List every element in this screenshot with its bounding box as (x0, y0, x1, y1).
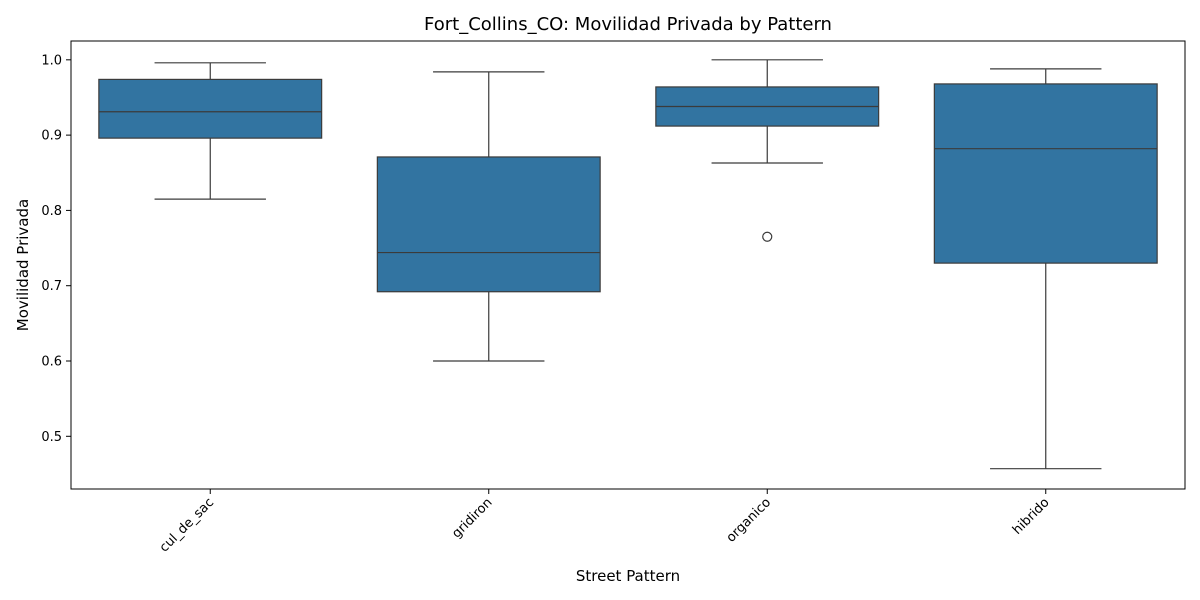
iqr-box (376, 156, 601, 293)
x-tick-label: gridiron (449, 495, 495, 541)
box-cul_de_sac (98, 62, 323, 200)
y-axis: 0.5 0.6 0.7 0.8 0.9 1.0 (41, 53, 71, 445)
iqr-box (933, 83, 1158, 264)
y-tick-label: 0.5 (41, 430, 62, 445)
x-tick-label: cul_de_sac (157, 495, 217, 555)
iqr-box (98, 78, 323, 139)
y-tick-label: 0.8 (41, 204, 62, 219)
y-tick-label: 0.9 (41, 129, 62, 144)
outlier-point (762, 231, 773, 242)
plot-frame (70, 40, 1186, 490)
y-tick-label: 1.0 (41, 53, 62, 68)
x-tick-label: organico (724, 495, 774, 545)
box-gridiron (376, 71, 601, 362)
plot-area (98, 59, 1158, 470)
y-axis-label: Movilidad Privada (14, 199, 32, 331)
box-hibrido (933, 68, 1158, 470)
y-tick-label: 0.7 (41, 279, 62, 294)
y-tick-label: 0.6 (41, 355, 62, 370)
chart-title: Fort_Collins_CO: Movilidad Privada by Pa… (424, 14, 832, 35)
box-organico (655, 59, 880, 242)
x-tick-label: hibrido (1010, 495, 1053, 538)
x-axis-label: Street Pattern (576, 567, 680, 585)
x-axis: cul_de_sac gridiron organico hibrido (157, 489, 1053, 555)
